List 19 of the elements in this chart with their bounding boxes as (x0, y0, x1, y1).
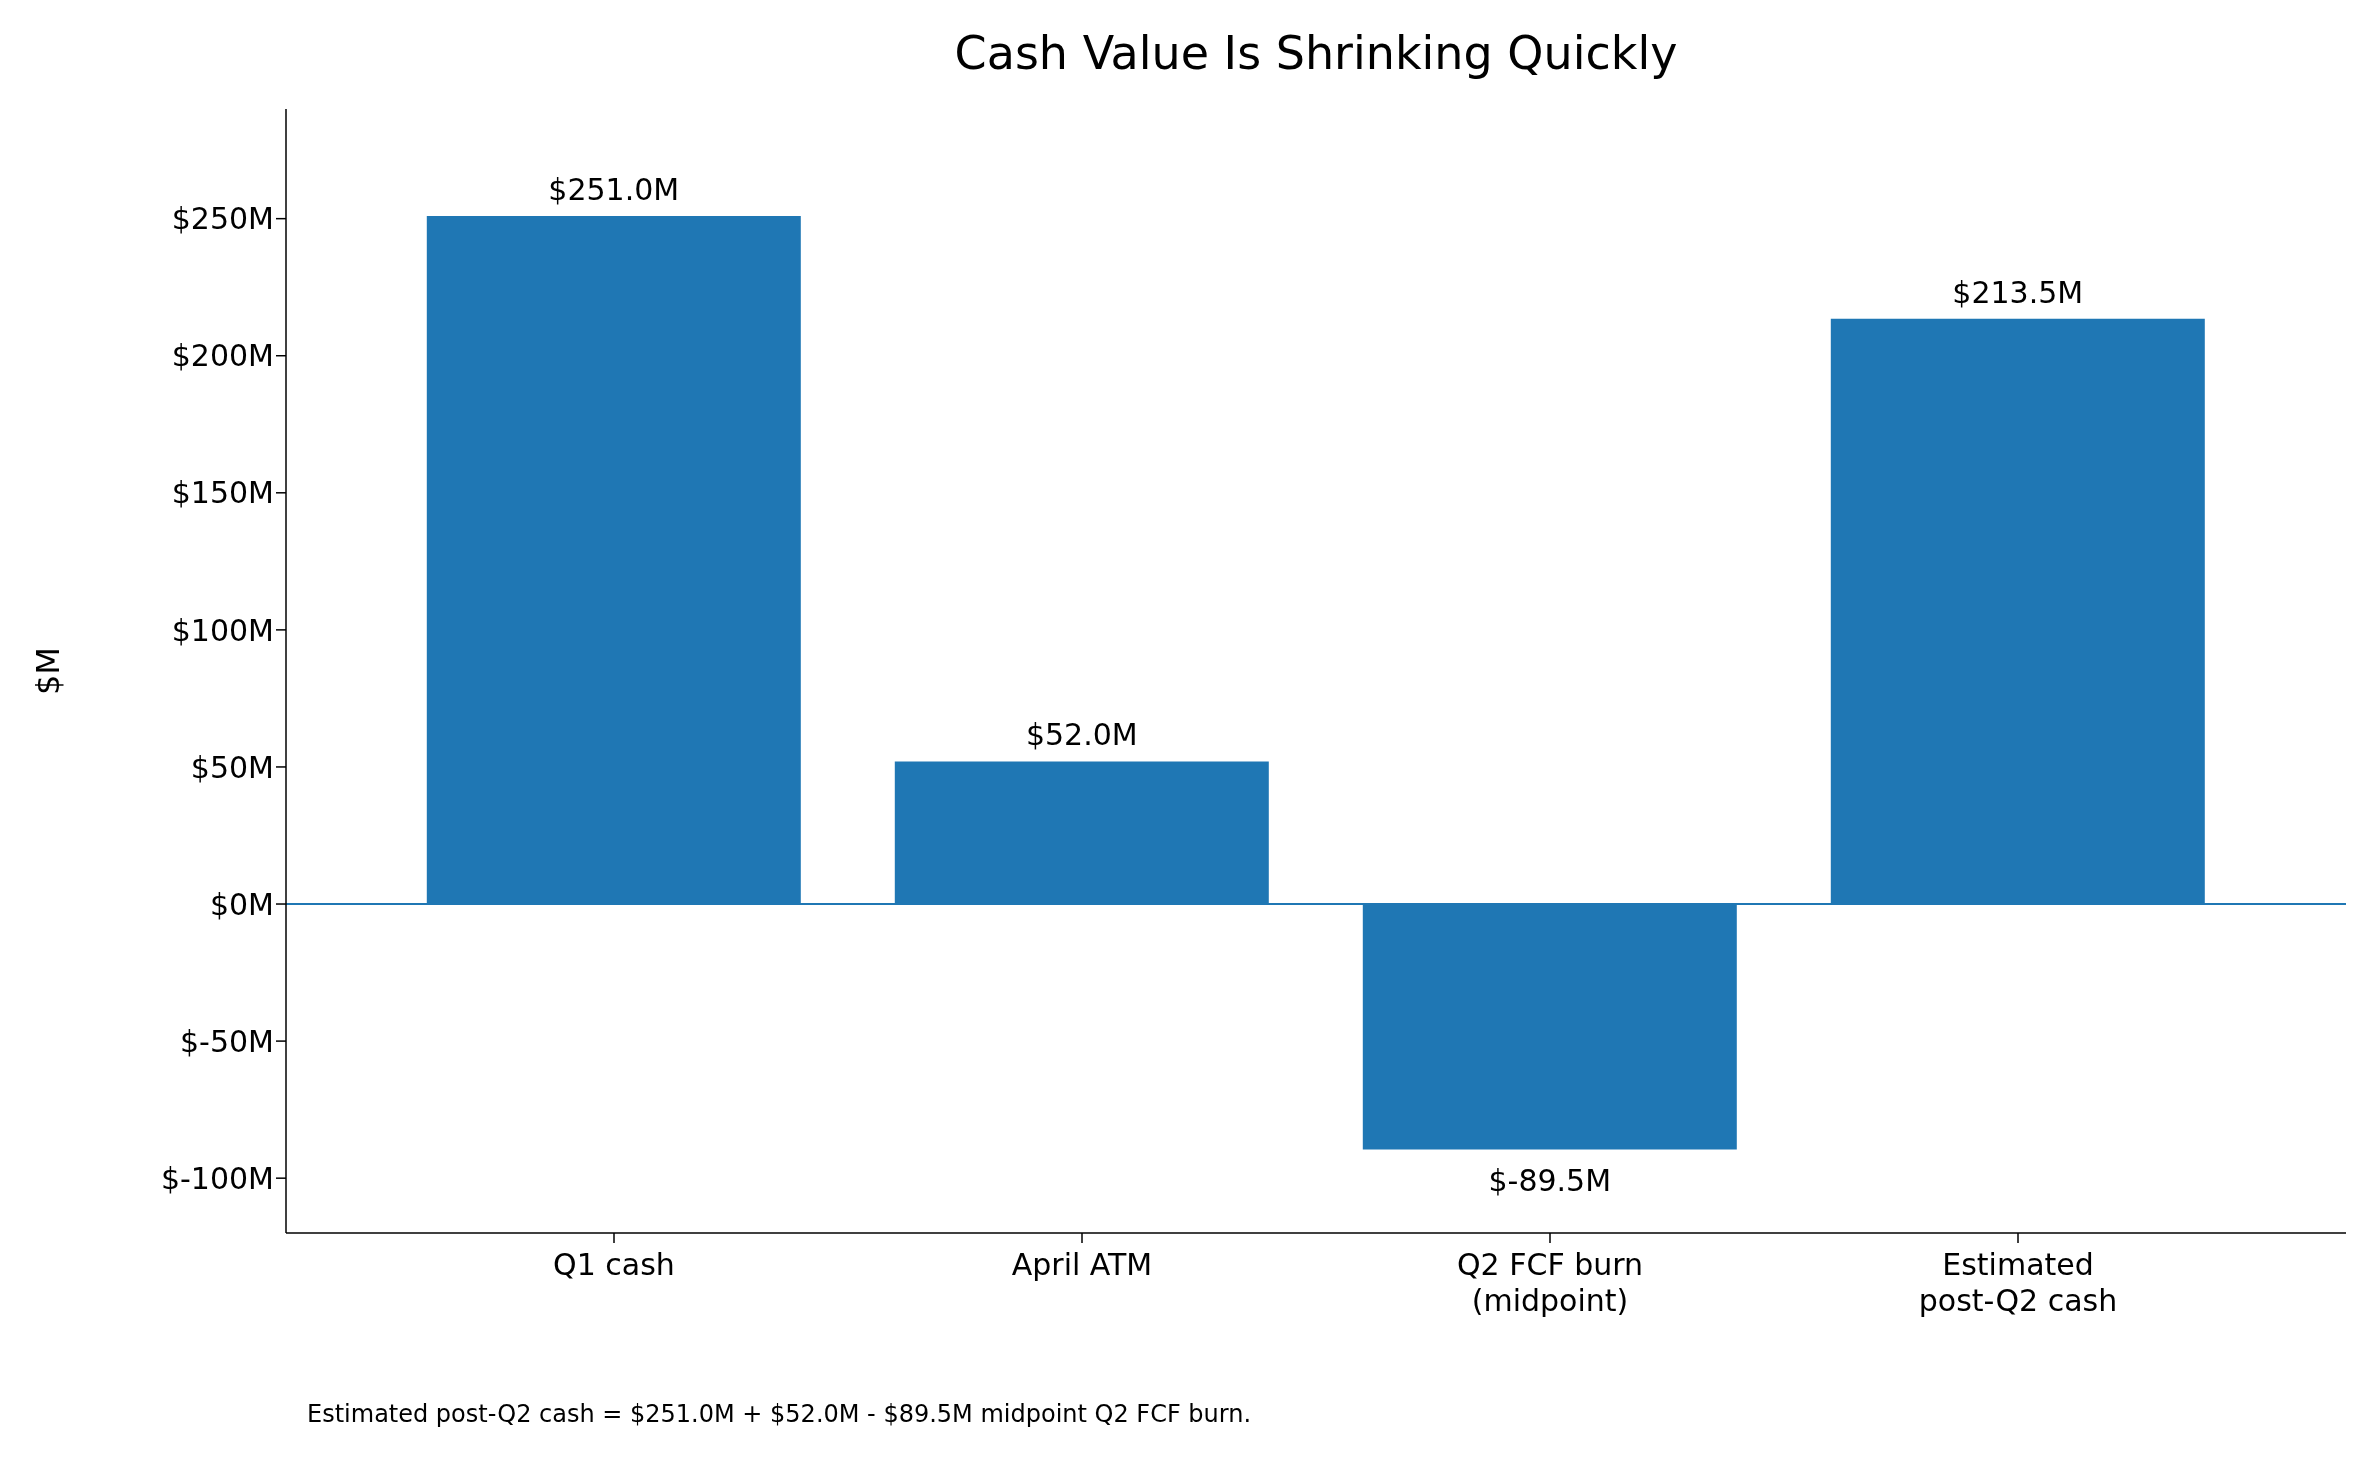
x-tick-label: Q1 cash (553, 1247, 675, 1282)
y-tick-label: $250M (171, 201, 274, 237)
y-tick-label: $100M (171, 612, 274, 648)
x-tick-label: Estimated post-Q2 cash (1918, 1247, 2118, 1318)
y-tick-label: $50M (190, 749, 274, 785)
y-tick-label: $-100M (160, 1160, 274, 1196)
y-tick-label: $200M (171, 338, 274, 374)
y-axis-title: $M (29, 647, 68, 695)
x-tick-label: April ATM (1011, 1247, 1153, 1282)
text: Estimated post-Q2 cash = $251.0M + $52.0M - $89.5M midpoint Q2 FCF burn. (307, 1400, 1252, 1428)
chart-title: Cash Value Is Shrinking Quickly (953, 26, 1679, 80)
data-label: $213.5M (1952, 274, 2084, 310)
data-label: $52.0M (1025, 717, 1138, 753)
y-tick-label: $-50M (180, 1023, 274, 1059)
data-label: $251.0M (548, 171, 680, 207)
data-label: $-89.5M (1488, 1163, 1612, 1199)
y-tick-label: $0M (209, 886, 274, 922)
x-tick-label: Q2 FCF burn (midpoint) (1456, 1247, 1644, 1318)
y-tick-label: $150M (171, 475, 274, 511)
